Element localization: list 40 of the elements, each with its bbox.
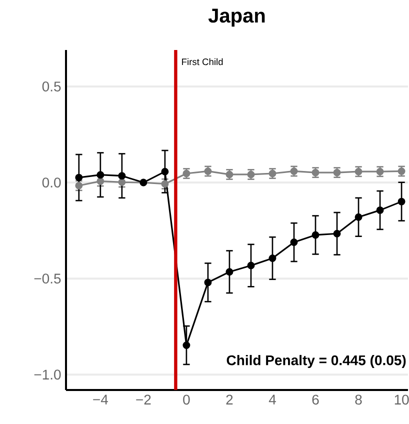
point xyxy=(354,213,362,221)
point xyxy=(226,268,234,276)
y-tick-label: −1.0 xyxy=(34,370,61,380)
point xyxy=(312,168,320,176)
point xyxy=(376,206,384,214)
x-tick-label: −4 xyxy=(93,394,108,404)
point xyxy=(204,167,212,175)
point xyxy=(96,177,104,185)
x-tick-label: 4 xyxy=(268,394,276,404)
y-tick-label: 0.5 xyxy=(42,82,61,92)
point xyxy=(333,168,341,176)
y-tick-label: −0.5 xyxy=(34,274,61,284)
point xyxy=(161,168,169,176)
point xyxy=(204,278,212,286)
x-tick-label: 10 xyxy=(394,394,409,405)
y-tick-label: 0.0 xyxy=(42,178,61,188)
point xyxy=(268,254,276,262)
point xyxy=(247,170,255,178)
x-tick-label: 8 xyxy=(355,394,362,405)
x-tick-label: −2 xyxy=(136,394,151,404)
point xyxy=(290,238,298,246)
point xyxy=(290,167,298,175)
point xyxy=(118,178,126,186)
x-tick-label: 0 xyxy=(183,394,190,405)
ref-line-label: First Child xyxy=(182,58,223,66)
point xyxy=(312,231,320,239)
point xyxy=(226,170,234,178)
point xyxy=(247,262,255,270)
chart-title: Japan xyxy=(208,8,265,27)
point xyxy=(398,198,406,206)
annotation: Child Penalty = 0.445 (0.05) xyxy=(226,354,406,368)
point xyxy=(376,168,384,176)
point xyxy=(161,180,169,188)
point xyxy=(96,171,104,179)
point xyxy=(182,342,190,349)
x-tick-label: 6 xyxy=(312,394,319,405)
point xyxy=(333,230,341,238)
point xyxy=(354,168,362,176)
point xyxy=(118,172,126,180)
x-tick-label: 2 xyxy=(226,394,233,404)
